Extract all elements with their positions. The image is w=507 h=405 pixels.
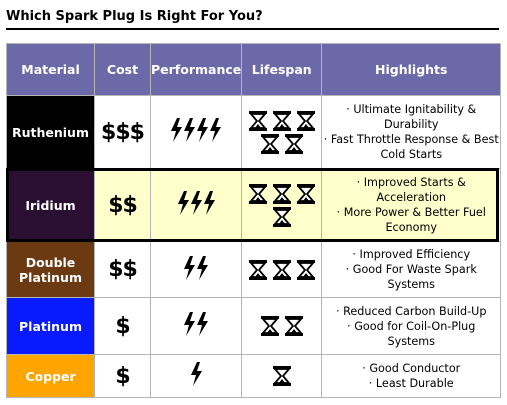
table-row: Iridium $$ · Improved Starts & Accelerat… [6, 168, 502, 242]
highlights-cell: · Good Conductor · Least Durable [321, 354, 502, 398]
title-divider [6, 28, 499, 30]
performance-rating [190, 362, 203, 386]
hourglass-icon [295, 259, 317, 281]
lifespan-cell [241, 354, 323, 398]
lightning-bolt-icon [183, 312, 196, 336]
highlights-cell: · Reduced Carbon Build-Up · Good for Coi… [321, 297, 502, 355]
highlight-item: · Good For Waste Spark Systems [345, 263, 477, 291]
performance-cell [149, 241, 243, 298]
highlight-item: · Good for Coil-On-Plug Systems [347, 319, 476, 348]
lightning-bolt-icon [190, 191, 203, 215]
lifespan-cell [241, 241, 323, 298]
highlight-item: · Improved Starts & Acceleration [356, 176, 466, 204]
lightning-bolt-icon [190, 362, 203, 386]
cost-cell: $$ [94, 168, 151, 242]
highlight-item: · More Power & Better Fuel Economy [336, 206, 486, 234]
header-material: Material [6, 43, 95, 96]
hourglass-icon [247, 259, 269, 281]
highlights-cell: · Improved Starts & Acceleration · More … [321, 168, 502, 242]
performance-rating [177, 191, 216, 215]
lightning-bolt-icon [196, 118, 209, 142]
table-header-row: Material Cost Performance Lifespan Highl… [6, 43, 502, 96]
performance-cell [149, 297, 243, 355]
lifespan-rating-row [242, 259, 321, 281]
hourglass-icon [295, 183, 317, 205]
performance-rating [183, 312, 209, 336]
material-cell: Ruthenium [6, 95, 95, 169]
lightning-bolt-icon [183, 255, 196, 280]
lifespan-cell [241, 168, 323, 242]
hourglass-icon [283, 315, 305, 337]
hourglass-icon [271, 183, 293, 205]
lifespan-cell [241, 95, 323, 169]
cost-cell: $ [94, 354, 151, 398]
hourglass-icon [295, 110, 317, 132]
table-row: Copper $ · Good Conductor · Least Durabl… [6, 354, 502, 398]
spark-plug-comparison-table: Material Cost Performance Lifespan Highl… [6, 43, 502, 398]
performance-cell [149, 95, 243, 169]
performance-cell [149, 354, 243, 398]
highlights-cell: · Improved Efficiency · Good For Waste S… [321, 241, 502, 298]
highlight-item: · Reduced Carbon Build-Up [336, 304, 487, 318]
hourglass-icon [247, 183, 269, 205]
header-performance: Performance [149, 43, 243, 96]
hourglass-icon [271, 206, 293, 228]
hourglass-icon [271, 365, 293, 387]
highlights-cell: · Ultimate Ignitability & Durability · F… [321, 95, 502, 169]
material-cell: Platinum [6, 297, 95, 355]
performance-rating [170, 118, 222, 142]
lightning-bolt-icon [177, 191, 190, 215]
table-row: Platinum $ · Reduced Carbon Build-Up · G… [6, 297, 502, 355]
highlight-item: · Good Conductor [362, 362, 461, 375]
hourglass-icon [247, 110, 269, 132]
lifespan-rating-row [242, 133, 321, 155]
highlight-item: · Least Durable [368, 377, 454, 390]
material-cell: Double Platinum [6, 241, 95, 298]
lifespan-rating-row [242, 365, 321, 387]
table-row: Double Platinum $$ · Improved Efficiency… [6, 241, 502, 298]
lightning-bolt-icon [196, 312, 209, 336]
hourglass-icon [271, 259, 293, 281]
hourglass-icon [271, 110, 293, 132]
cost-cell: $ [94, 297, 151, 355]
lightning-bolt-icon [183, 118, 196, 142]
lightning-bolt-icon [196, 255, 209, 280]
lightning-bolt-icon [209, 118, 222, 142]
highlight-item: · Improved Efficiency [352, 248, 471, 261]
header-lifespan: Lifespan [241, 43, 323, 96]
performance-cell [149, 168, 243, 242]
hourglass-icon [259, 133, 281, 155]
material-cell: Copper [6, 354, 95, 398]
hourglass-icon [259, 315, 281, 337]
lifespan-rating-row [242, 206, 321, 228]
highlight-item: · Ultimate Ignitability & Durability [346, 103, 477, 131]
table-row: Ruthenium $$$ · Ultimate Ignitability & … [6, 95, 502, 169]
cost-cell: $$ [94, 241, 151, 298]
hourglass-icon [283, 133, 305, 155]
lightning-bolt-icon [203, 191, 216, 215]
lifespan-rating-row [242, 315, 321, 337]
cost-cell: $$$ [94, 95, 151, 169]
performance-rating [183, 255, 209, 280]
lightning-bolt-icon [170, 118, 183, 142]
header-cost: Cost [94, 43, 151, 96]
header-highlights: Highlights [321, 43, 502, 96]
material-cell: Iridium [6, 168, 95, 242]
lifespan-rating-row [242, 183, 321, 205]
highlight-item: · Fast Throttle Response & Best Cold Sta… [323, 133, 499, 161]
page-title: Which Spark Plug Is Right For You? [6, 9, 263, 24]
lifespan-rating-row [242, 110, 321, 132]
lifespan-cell [241, 297, 323, 355]
